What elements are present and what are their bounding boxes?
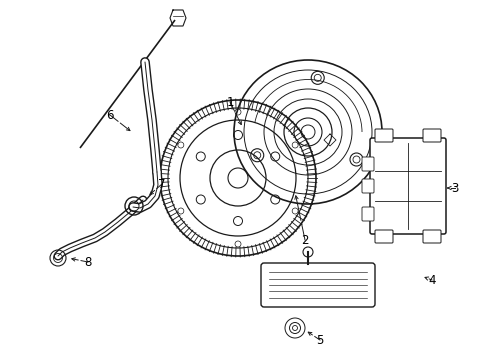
Text: 5: 5 xyxy=(316,333,323,346)
FancyBboxPatch shape xyxy=(374,230,392,243)
FancyBboxPatch shape xyxy=(422,129,440,142)
Text: 3: 3 xyxy=(450,181,458,194)
FancyBboxPatch shape xyxy=(361,157,373,171)
Text: 4: 4 xyxy=(427,274,435,287)
Text: 2: 2 xyxy=(301,234,308,247)
Text: 8: 8 xyxy=(84,256,92,269)
FancyBboxPatch shape xyxy=(361,179,373,193)
FancyBboxPatch shape xyxy=(261,263,374,307)
Text: 1: 1 xyxy=(226,95,233,108)
FancyBboxPatch shape xyxy=(374,129,392,142)
FancyBboxPatch shape xyxy=(361,207,373,221)
FancyBboxPatch shape xyxy=(422,230,440,243)
Text: 6: 6 xyxy=(106,108,114,122)
Text: 7: 7 xyxy=(158,177,165,190)
FancyBboxPatch shape xyxy=(369,138,445,234)
